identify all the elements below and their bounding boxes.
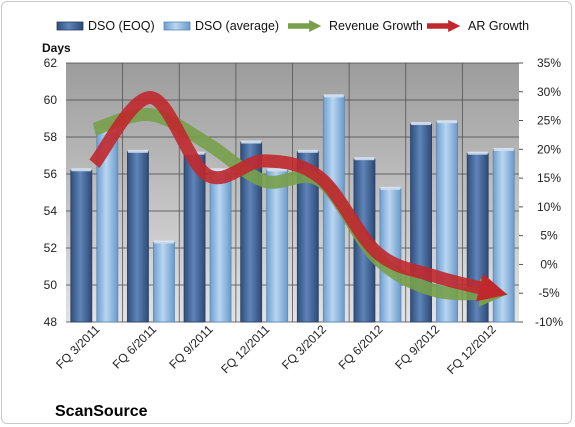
legend-label: AR Growth	[468, 19, 529, 33]
y-left-tick-label: 48	[44, 315, 58, 329]
line-revenue-growth	[92, 108, 508, 307]
x-tick-label: FQ 3/2011	[53, 322, 103, 372]
x-tick-label: FQ 12/2012	[444, 322, 499, 377]
bar-dso-average	[266, 169, 289, 323]
bar-dso-average-top	[267, 168, 288, 172]
y-axis-title: Days	[42, 41, 71, 55]
chart-svg: 48 50 52 54 56 58 60 62 -10% -5% 0% 5% 10% 15% 20% 25% 3…	[42, 19, 563, 420]
bar-dso-average-top	[210, 168, 231, 172]
y-right-tick-label: 20%	[537, 142, 561, 156]
bar-dso-eoq-top	[297, 149, 318, 153]
bar-dso-eoq-top	[71, 168, 92, 172]
legend-label: DSO (average)	[195, 19, 279, 33]
y-right-tick-label: -10%	[535, 315, 563, 329]
bar-dso-average-top	[437, 120, 458, 124]
x-tick-label: FQ 9/2011	[166, 322, 216, 372]
bar-dso-eoq	[127, 151, 149, 323]
bar-dso-average-top	[323, 94, 344, 98]
y-left-tick-label: 58	[44, 130, 58, 144]
y-left-tick-label: 60	[44, 93, 58, 107]
legend-label: Revenue Growth	[329, 19, 423, 33]
legend-swatch	[163, 21, 191, 31]
x-tick-label: FQ 9/2012	[392, 322, 442, 372]
bar-dso-average	[492, 149, 515, 323]
line-ar-growth	[89, 91, 508, 302]
bar-dso-eoq-top	[241, 140, 262, 144]
x-tick-label: FQ 12/2011	[218, 322, 272, 376]
bar-dso-average-top	[153, 240, 174, 244]
y-left-tick-label: 50	[44, 278, 58, 292]
y-right-tick-label: 30%	[537, 85, 561, 99]
bar-dso-eoq-top	[467, 151, 488, 155]
y-left-tick-label: 62	[44, 56, 58, 70]
y-left-tick-label: 56	[44, 167, 58, 181]
x-tick-label: FQ 3/2012	[279, 322, 329, 372]
bar-dso-average	[153, 242, 175, 323]
y-left-tick-label: 52	[44, 241, 58, 255]
bar-dso-average-top	[380, 186, 401, 190]
x-tick-label: FQ 6/2012	[336, 322, 386, 372]
y-right-tick-label: 10%	[537, 200, 561, 214]
bar-dso-eoq-top	[127, 149, 148, 153]
bar-dso-eoq-top	[354, 157, 375, 161]
bar-dso-eoq-top	[411, 122, 432, 126]
bar-dso-average-top	[493, 147, 514, 151]
y-right-tick-label: 15%	[537, 171, 561, 185]
y-right-tick-label: 35%	[537, 56, 561, 70]
legend-swatch	[56, 21, 84, 31]
bar-dso-average	[209, 169, 232, 323]
y-right-tick-label: 5%	[540, 229, 558, 243]
y-right-tick-label: -5%	[538, 286, 560, 300]
brand-label: ScanSource	[55, 403, 148, 420]
bar-dso-eoq	[70, 169, 93, 323]
y-right-tick-label: 25%	[537, 114, 561, 128]
y-left-tick-label: 54	[44, 204, 58, 218]
legend-label: DSO (EOQ)	[88, 19, 155, 33]
y-right-tick-label: 0%	[540, 257, 558, 271]
x-tick-label: FQ 6/2011	[110, 322, 160, 372]
